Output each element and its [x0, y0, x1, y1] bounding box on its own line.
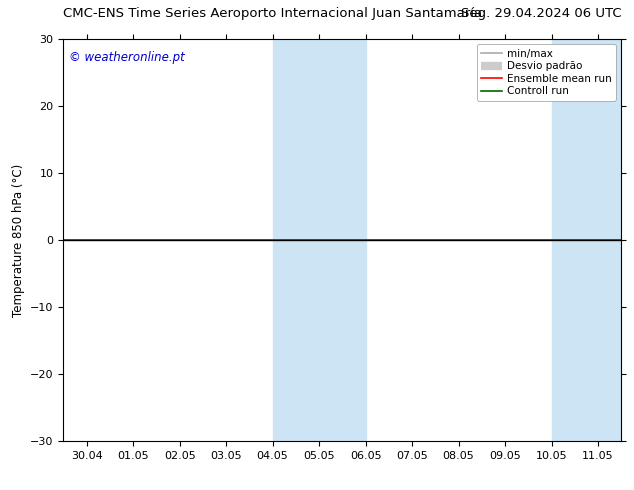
- Bar: [598, 39, 634, 441]
- Bar: [552, 39, 598, 441]
- Legend: min/max, Desvio padrão, Ensemble mean run, Controll run: min/max, Desvio padrão, Ensemble mean ru…: [477, 45, 616, 100]
- Bar: [319, 39, 366, 441]
- Text: CMC-ENS Time Series Aeroporto Internacional Juan Santamaría: CMC-ENS Time Series Aeroporto Internacio…: [63, 6, 482, 20]
- Text: © weatheronline.pt: © weatheronline.pt: [69, 51, 184, 64]
- Text: Seg. 29.04.2024 06 UTC: Seg. 29.04.2024 06 UTC: [461, 6, 621, 20]
- Bar: [273, 39, 319, 441]
- Y-axis label: Temperature 850 hPa (°C): Temperature 850 hPa (°C): [11, 164, 25, 317]
